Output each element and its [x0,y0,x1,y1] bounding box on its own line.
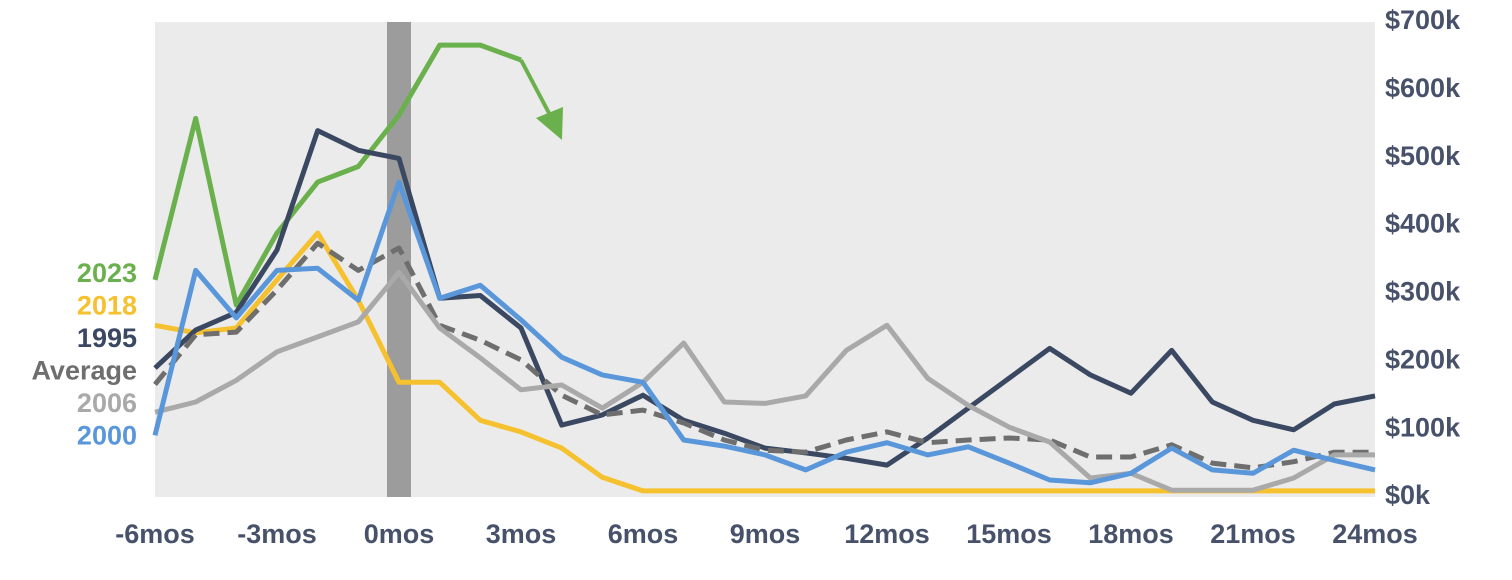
lines [152,42,1376,494]
y-tick-label: $600k [1385,73,1461,103]
y-tick-label: $300k [1385,277,1461,307]
series-line [153,128,1376,468]
arrow-head [536,107,563,140]
y-tick-label: $0k [1385,480,1431,510]
legend-label: 1995 [77,323,137,353]
x-tick-label: -3mos [237,519,317,549]
x-tick-label: 6mos [608,519,679,549]
plot-area [155,22,1375,497]
x-tick-label: -6mos [115,519,195,549]
x-tick-label: 3mos [486,519,557,549]
series-line [154,269,1375,493]
x-tick-label: 0mos [364,519,435,549]
labels: $0k $100k $200k $300k $400k $500k $600k $700k -6… [31,5,1461,549]
x-tick-label: 15mos [966,519,1052,549]
arrow-shaft [519,59,552,116]
x-tick-label: 24mos [1332,519,1418,549]
y-tick-label: $100k [1385,412,1461,442]
series-line [152,179,1376,486]
y-tick-label: $700k [1385,5,1461,35]
highlight-band [387,22,411,497]
legend-label: 2006 [77,388,137,418]
legend-label: 2000 [77,421,137,451]
arrow [519,59,563,140]
y-tick-label: $200k [1385,344,1461,374]
series-line [152,42,522,308]
legend-label: Average [31,356,137,386]
series-line [153,240,1375,471]
x-tick-label: 12mos [844,519,930,549]
legend-label: 2023 [77,258,137,288]
y-tick-label: $500k [1385,141,1461,171]
x-tick-label: 21mos [1210,519,1296,549]
y-tick-label: $400k [1385,209,1461,239]
x-tick-label: 9mos [730,519,801,549]
x-tick-label: 18mos [1088,519,1174,549]
legend-label: 2018 [77,291,137,321]
